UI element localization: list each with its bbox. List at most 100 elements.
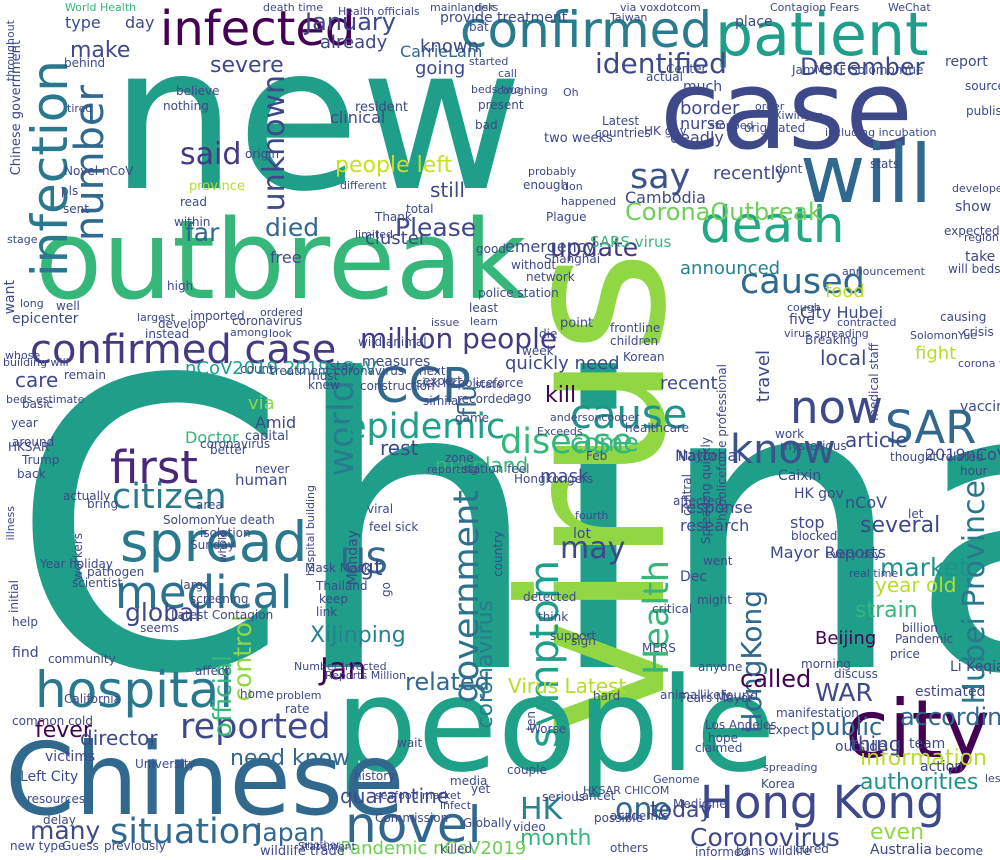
- cloud-word: among: [230, 326, 269, 339]
- cloud-word: Pandemic nCoV2019: [340, 838, 527, 859]
- cloud-word: look: [269, 327, 292, 340]
- cloud-word: Li Keqiang: [950, 659, 1000, 675]
- cloud-word: critical: [652, 602, 693, 616]
- cloud-word: via: [248, 393, 275, 414]
- cloud-word: Commission: [375, 811, 449, 825]
- cloud-word: imported: [190, 309, 245, 323]
- cloud-word: human: [235, 471, 288, 489]
- cloud-word: nCoV: [845, 493, 888, 512]
- cloud-word: cough: [787, 301, 821, 314]
- cloud-word: next: [419, 364, 446, 378]
- cloud-word: may: [560, 531, 626, 566]
- cloud-word: delay: [43, 813, 76, 827]
- cloud-word: behind: [64, 56, 106, 70]
- cloud-word: work: [775, 427, 805, 441]
- cloud-word: US: [340, 542, 388, 582]
- cloud-word: knew: [308, 378, 340, 392]
- cloud-word: manifestation: [776, 706, 859, 720]
- cloud-word: year: [11, 416, 38, 430]
- cloud-word: response: [680, 498, 753, 517]
- cloud-word: Breaking: [805, 333, 859, 347]
- cloud-word: MERS: [642, 641, 676, 655]
- cloud-word: hospital building: [304, 485, 317, 577]
- cloud-word: confirmed: [460, 1, 713, 59]
- cloud-word: severe: [210, 53, 284, 78]
- cloud-word: likely: [700, 688, 732, 702]
- cloud-word: think: [538, 610, 569, 624]
- cloud-word: Chinese: [5, 721, 405, 838]
- cloud-word: possible: [594, 811, 644, 825]
- cloud-word: Plague: [546, 210, 587, 224]
- cloud-word: announcement: [842, 265, 925, 278]
- cloud-word: ago: [509, 390, 532, 404]
- cloud-word: affected: [673, 494, 723, 508]
- cloud-word: 2019nCoV: [925, 445, 1000, 464]
- cloud-word: viral: [367, 502, 394, 516]
- cloud-word: outbreak: [35, 196, 527, 324]
- cloud-word: every day: [826, 548, 881, 561]
- cloud-word: never: [255, 462, 290, 476]
- cloud-word: Center: [666, 62, 707, 76]
- cloud-word: Fears Mayor: [680, 691, 754, 705]
- cloud-word: nothing: [163, 99, 209, 113]
- cloud-word: point: [560, 316, 594, 331]
- cloud-word: started: [469, 55, 509, 68]
- cloud-word: stay: [330, 359, 356, 373]
- cloud-word: different: [340, 179, 387, 192]
- cloud-word: much: [683, 79, 723, 95]
- cloud-word: HKSAR: [8, 440, 50, 454]
- cloud-word: update: [550, 233, 639, 262]
- cloud-word: first: [110, 441, 198, 494]
- cloud-word: many: [30, 816, 101, 845]
- cloud-word: whose: [5, 349, 41, 362]
- cloud-word: rest: [380, 436, 419, 460]
- cloud-word: serious: [542, 790, 586, 804]
- cloud-word: don: [562, 180, 583, 193]
- cloud-word: state: [475, 378, 503, 391]
- cloud-word: action: [920, 759, 964, 775]
- cloud-word: price: [890, 647, 920, 661]
- cloud-word: City Hubei: [800, 303, 884, 322]
- cloud-word: crisis: [963, 325, 994, 339]
- cloud-word: million people: [360, 322, 558, 355]
- cloud-word: risk: [475, 1, 495, 14]
- cloud-word: feel sick: [369, 520, 419, 534]
- cloud-word: Genome: [653, 773, 700, 786]
- cloud-word: today: [650, 798, 713, 823]
- cloud-word: without: [511, 258, 557, 272]
- cloud-word: might: [697, 593, 732, 607]
- cloud-word: Expect: [768, 723, 809, 737]
- cloud-word: happened: [561, 195, 617, 208]
- cloud-word: back: [17, 467, 46, 481]
- cloud-word: novel: [345, 796, 482, 854]
- cloud-word: border: [680, 98, 740, 119]
- cloud-word: wait: [397, 736, 423, 750]
- cloud-word: local: [820, 346, 867, 370]
- cloud-word: previously: [104, 839, 166, 853]
- cloud-word: people: [335, 649, 776, 801]
- cloud-word: large: [180, 578, 211, 592]
- cloud-word: countries: [595, 126, 651, 140]
- cloud-word: province: [189, 179, 245, 194]
- cloud-word: area: [196, 498, 223, 512]
- cloud-word: China: [10, 297, 1000, 762]
- cloud-word: Please: [395, 213, 477, 242]
- cloud-word: causing: [940, 310, 987, 324]
- cloud-word: link: [316, 605, 338, 619]
- cloud-word: found: [721, 689, 759, 704]
- cloud-word: Korea: [761, 777, 796, 791]
- cloud-word: will beds: [948, 262, 1000, 276]
- cloud-word: California: [64, 692, 121, 706]
- cloud-word: total: [406, 202, 434, 216]
- cloud-word: Exceeds: [537, 425, 583, 438]
- cloud-word: Statement: [298, 840, 356, 853]
- cloud-word: seafood market: [375, 789, 462, 802]
- cloud-word: including incubation: [825, 126, 937, 139]
- cloud-word: well: [56, 299, 80, 313]
- cloud-word: WeChat: [888, 1, 931, 14]
- cloud-word: SolomonYue death: [163, 513, 275, 527]
- cloud-word: week: [522, 344, 554, 358]
- cloud-word: WAR: [815, 678, 873, 707]
- cloud-word: support: [550, 629, 597, 643]
- cloud-word: believe: [176, 84, 220, 98]
